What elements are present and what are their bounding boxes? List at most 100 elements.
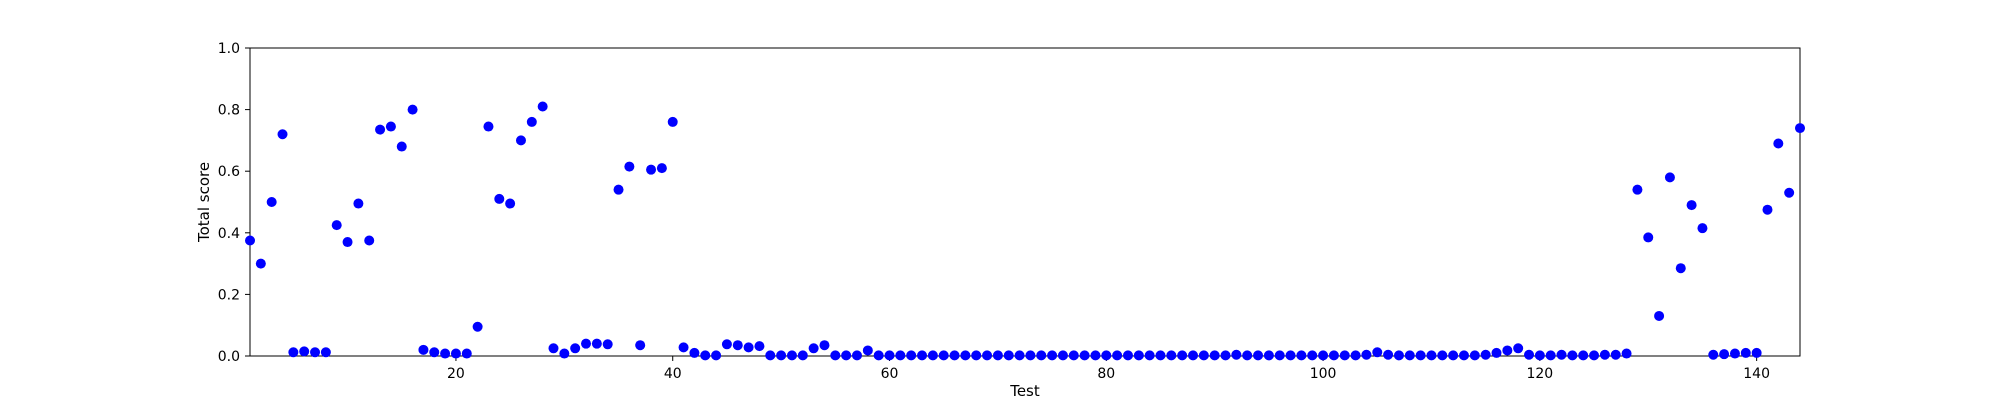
data-point [635,340,646,351]
data-points [245,101,1805,361]
y-tick-label: 0.0 [218,349,240,365]
y-tick-label: 0.6 [218,164,240,180]
data-point [1285,350,1296,361]
data-point [299,346,310,357]
data-point [1296,350,1307,361]
data-point [1708,349,1719,360]
data-point [1307,350,1318,361]
data-point [895,350,906,361]
data-point [1112,350,1123,361]
data-point [461,348,472,359]
data-point [1155,350,1166,361]
data-point [743,342,754,353]
data-point [1133,350,1144,361]
data-point [1144,350,1155,361]
data-point [1534,350,1545,361]
data-point [1231,349,1242,360]
data-point [364,235,375,246]
data-point [591,338,602,349]
data-point [342,237,353,248]
data-point [429,347,440,358]
x-tick-label: 140 [1743,366,1770,382]
data-point [396,141,407,152]
data-point [732,340,743,351]
x-tick-label: 40 [664,366,682,382]
data-point [1610,349,1621,360]
data-point [1383,349,1394,360]
data-point [819,340,830,351]
plot-area [249,47,1801,357]
data-point [808,343,819,354]
data-point [559,348,570,359]
data-point [1274,350,1285,361]
data-point [1177,350,1188,361]
data-point [1220,350,1231,361]
data-point [765,350,776,361]
data-point [1567,350,1578,361]
data-point [906,350,917,361]
data-point [1437,350,1448,361]
data-point [1491,347,1502,358]
y-tick-label: 1.0 [218,41,240,57]
data-point [1654,310,1665,321]
data-point [245,235,255,246]
data-point [1426,350,1437,361]
data-point [1686,200,1697,211]
data-point [602,339,613,350]
data-point [1090,350,1101,361]
data-point [581,338,592,349]
data-point [494,193,505,204]
data-point [1632,184,1643,195]
data-point [277,129,288,140]
y-tick-label: 0.8 [218,103,240,119]
data-point [526,116,537,127]
data-point [1697,223,1708,234]
x-axis: 20 40 60 80 100 120 140 [447,356,1770,382]
data-point [992,350,1003,361]
data-point [1263,350,1274,361]
data-point [450,348,461,359]
data-point [1578,350,1589,361]
data-point [440,348,451,359]
data-point [310,347,321,358]
data-point [884,350,895,361]
data-point [646,164,657,175]
data-point [1589,350,1600,361]
data-point [721,339,732,350]
data-point [1036,350,1047,361]
data-point [1773,138,1784,149]
data-point [971,350,982,361]
y-axis: 0.0 0.2 0.4 0.6 0.8 1.0 [218,41,250,365]
data-point [1719,349,1730,360]
data-point [1599,349,1610,360]
data-point [949,350,960,361]
data-point [667,116,678,127]
y-tick-label: 0.2 [218,287,240,303]
x-axis-label: Test [1009,382,1040,400]
data-point [1448,350,1459,361]
data-point [375,124,386,135]
data-point [418,344,429,355]
data-point [1513,343,1524,354]
data-point [1328,350,1339,361]
data-point [776,350,787,361]
data-point [1188,350,1199,361]
data-point [505,198,516,209]
y-axis-label: Total score [195,162,213,243]
x-tick-label: 20 [447,366,465,382]
data-point [1675,263,1686,274]
data-point [1729,348,1740,359]
data-point [1751,347,1762,358]
data-point [1784,187,1795,198]
data-point [1047,350,1058,361]
data-point [1621,348,1632,359]
x-tick-label: 80 [1097,366,1115,382]
data-point [1361,349,1372,360]
data-point [1068,350,1079,361]
data-point [570,343,581,354]
data-point [1643,232,1654,243]
data-point [1524,349,1535,360]
x-tick-label: 120 [1526,366,1553,382]
data-point [917,350,928,361]
